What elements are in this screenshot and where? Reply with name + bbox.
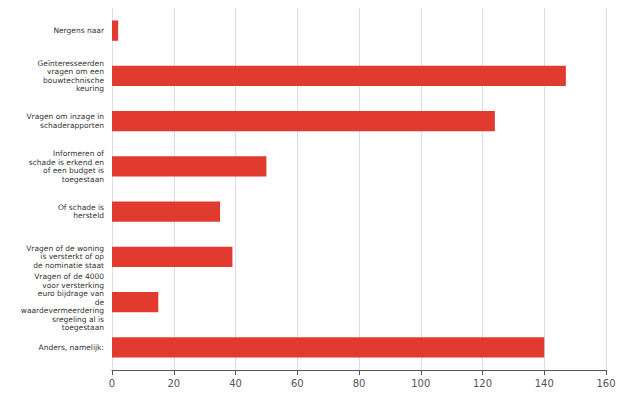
svg-text:20: 20	[167, 378, 180, 389]
svg-text:160: 160	[596, 378, 615, 389]
svg-text:vragen om een: vragen om een	[47, 67, 104, 77]
svg-text:140: 140	[535, 378, 554, 389]
svg-text:120: 120	[473, 378, 492, 389]
svg-text:voor versterking: voor versterking	[42, 280, 104, 290]
svg-text:euro bijdrage van: euro bijdrage van	[37, 289, 104, 299]
svg-text:Geïnteresseerden: Geïnteresseerden	[37, 58, 104, 68]
svg-text:schade is erkend en: schade is erkend en	[28, 157, 104, 167]
svg-text:bouwtechnische: bouwtechnische	[43, 75, 104, 85]
svg-text:waardevermeerdering: waardevermeerdering	[20, 306, 104, 316]
svg-text:Vragen of de woning: Vragen of de woning	[26, 243, 104, 253]
svg-text:de: de	[94, 297, 104, 307]
svg-text:de nominatie staat: de nominatie staat	[33, 261, 104, 270]
svg-text:Nergens naar: Nergens naar	[53, 26, 105, 35]
svg-text:toegestaan: toegestaan	[62, 323, 105, 332]
svg-text:Informeren of: Informeren of	[53, 149, 104, 159]
svg-text:Anders, namelijk:: Anders, namelijk:	[39, 343, 104, 352]
svg-text:sregeling al is: sregeling al is	[52, 314, 104, 324]
svg-text:60: 60	[291, 378, 304, 389]
svg-text:Vragen om inzage in: Vragen om inzage in	[26, 112, 104, 122]
svg-text:toegestaan: toegestaan	[62, 175, 105, 184]
svg-text:hersteld: hersteld	[73, 211, 104, 220]
svg-text:keuring: keuring	[76, 84, 104, 93]
svg-text:100: 100	[411, 378, 430, 389]
svg-text:Of schade is: Of schade is	[57, 202, 104, 212]
svg-text:0: 0	[109, 378, 115, 389]
svg-text:80: 80	[353, 378, 366, 389]
svg-text:40: 40	[229, 378, 242, 389]
svg-text:Vragen of de 4000: Vragen of de 4000	[34, 272, 104, 282]
svg-text:of een budget is: of een budget is	[43, 166, 104, 176]
svg-text:schaderapporten: schaderapporten	[40, 121, 104, 130]
svg-text:is versterkt of op: is versterkt of op	[40, 252, 104, 262]
